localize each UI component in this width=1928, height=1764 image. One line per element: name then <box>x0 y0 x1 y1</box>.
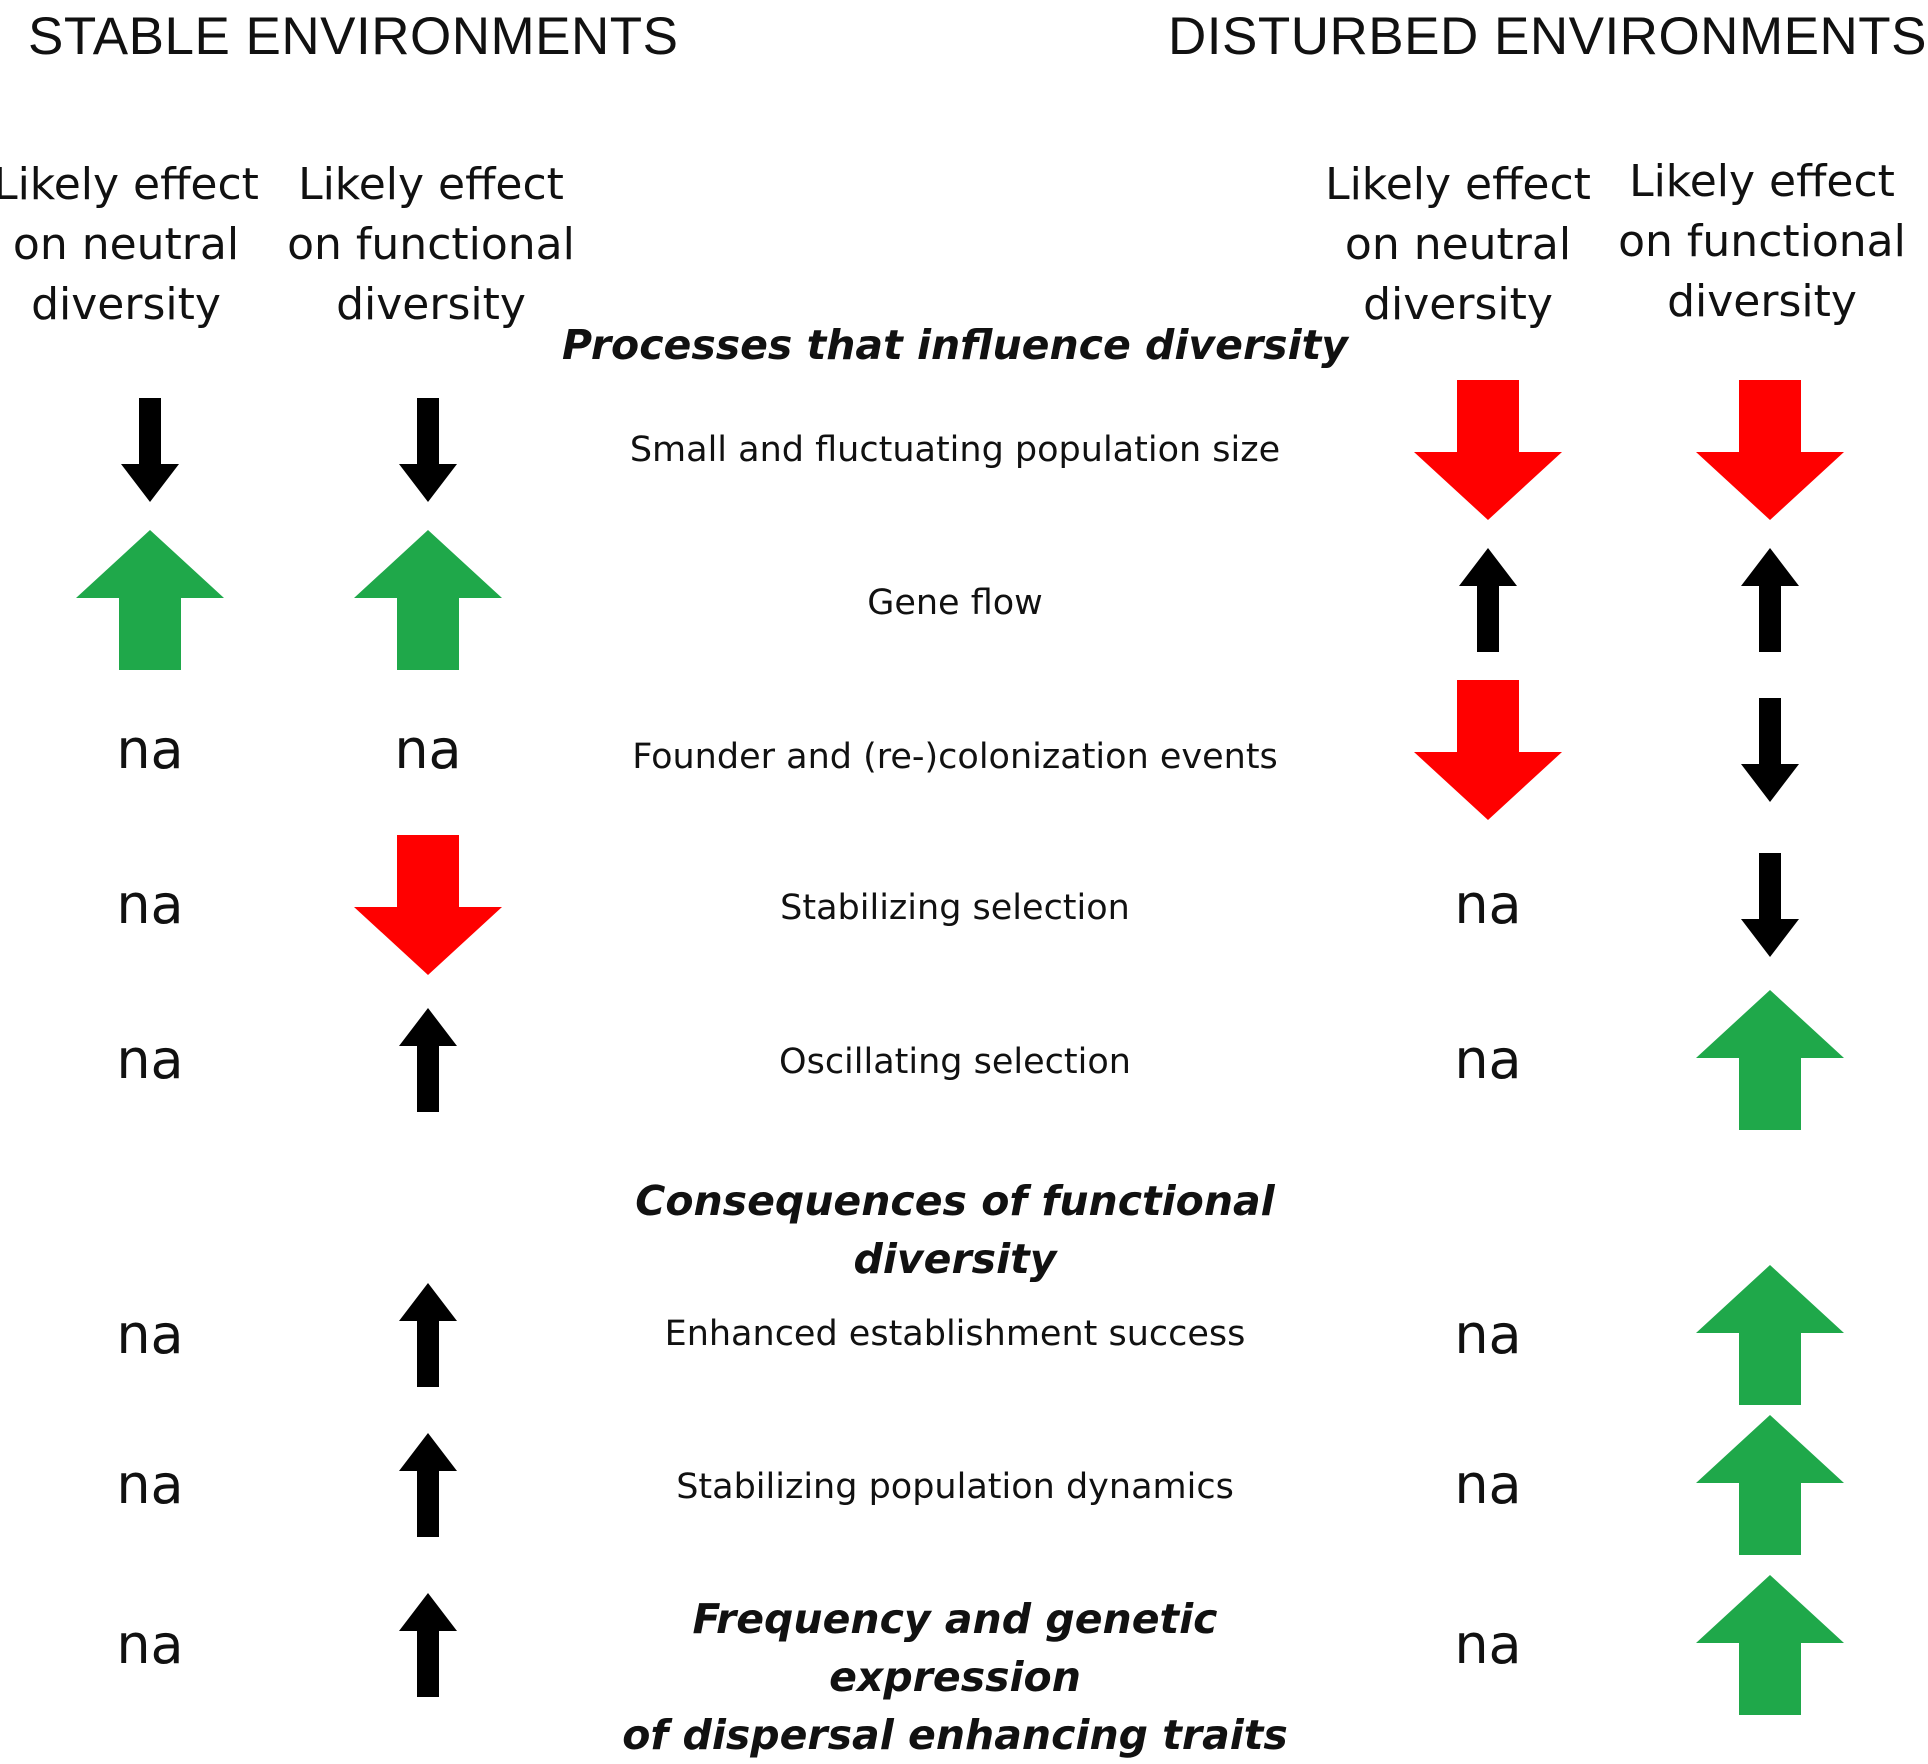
cell-disturbed-neutral-row-0 <box>1358 375 1618 525</box>
up-arrow-green-icon <box>1696 1575 1844 1715</box>
cell-disturbed-functional-row-2 <box>1640 675 1900 825</box>
cell-disturbed-neutral-row-3: na <box>1358 830 1618 980</box>
stable-environments-title: STABLE ENVIRONMENTS <box>28 7 679 66</box>
cell-disturbed-neutral-row-1 <box>1358 525 1618 675</box>
cell-stable-neutral-row-0 <box>20 375 280 525</box>
cell-disturbed-functional-row-0 <box>1640 375 1900 525</box>
consequences-section-title: Consequences of functional diversity <box>635 1177 1275 1283</box>
cell-stable-functional-row-1 <box>298 525 558 675</box>
na-label: na <box>116 1453 184 1516</box>
down-arrow-red-icon <box>1414 680 1562 820</box>
down-arrow-red-icon <box>1414 380 1562 520</box>
cell-disturbed-neutral-row-6: na <box>1358 1410 1618 1560</box>
up-arrow-black-icon <box>399 1593 457 1697</box>
na-label: na <box>394 718 462 781</box>
na-label: na <box>116 1613 184 1676</box>
up-arrow-green-icon <box>354 530 502 670</box>
up-arrow-green-icon <box>1696 990 1844 1130</box>
down-arrow-black-icon <box>1741 698 1799 802</box>
up-arrow-green-icon <box>1696 1265 1844 1405</box>
up-arrow-green-icon <box>76 530 224 670</box>
cell-disturbed-functional-row-7 <box>1640 1570 1900 1720</box>
down-arrow-black-icon <box>1741 853 1799 957</box>
cell-disturbed-neutral-row-5: na <box>1358 1260 1618 1410</box>
row-label-population-dynamics: Stabilizing population dynamics <box>676 1467 1234 1507</box>
na-label: na <box>1454 1613 1522 1676</box>
cell-stable-functional-row-5 <box>298 1260 558 1410</box>
cell-disturbed-functional-row-6 <box>1640 1410 1900 1560</box>
cell-disturbed-neutral-row-2 <box>1358 675 1618 825</box>
na-label: na <box>1454 1303 1522 1366</box>
cell-disturbed-functional-row-3 <box>1640 830 1900 980</box>
cell-stable-functional-row-6 <box>298 1410 558 1560</box>
row-label-establishment-success: Enhanced establishment success <box>664 1314 1246 1354</box>
cell-disturbed-functional-row-1 <box>1640 525 1900 675</box>
disturbed-neutral-header: Likely effect on neutral diversity <box>1325 159 1591 330</box>
cell-stable-neutral-row-6: na <box>20 1410 280 1560</box>
disturbed-environments-title: DISTURBED ENVIRONMENTS <box>1168 7 1927 66</box>
cell-stable-neutral-row-5: na <box>20 1260 280 1410</box>
cell-disturbed-functional-row-4 <box>1640 985 1900 1135</box>
na-label: na <box>1454 873 1522 936</box>
cell-stable-neutral-row-3: na <box>20 830 280 980</box>
cell-stable-neutral-row-1 <box>20 525 280 675</box>
down-arrow-black-icon <box>121 398 179 502</box>
down-arrow-black-icon <box>399 398 457 502</box>
cell-stable-functional-row-0 <box>298 375 558 525</box>
up-arrow-black-icon <box>399 1283 457 1387</box>
stable-neutral-header: Likely effect on neutral diversity <box>0 159 259 330</box>
cell-stable-functional-row-3 <box>298 830 558 980</box>
na-label: na <box>116 1303 184 1366</box>
cell-disturbed-functional-row-5 <box>1640 1260 1900 1410</box>
up-arrow-black-icon <box>1459 548 1517 652</box>
cell-stable-functional-row-4 <box>298 985 558 1135</box>
cell-stable-functional-row-7 <box>298 1570 558 1720</box>
processes-section-title: Processes that influence diversity <box>562 321 1348 369</box>
up-arrow-black-icon <box>399 1433 457 1537</box>
na-label: na <box>116 718 184 781</box>
row-label-gene-flow: Gene flow <box>867 583 1043 623</box>
na-label: na <box>1454 1453 1522 1516</box>
up-arrow-black-icon <box>399 1008 457 1112</box>
row-label-population-size: Small and fluctuating population size <box>629 430 1281 470</box>
cell-stable-neutral-row-7: na <box>20 1570 280 1720</box>
cell-stable-functional-row-2: na <box>298 675 558 825</box>
cell-disturbed-neutral-row-4: na <box>1358 985 1618 1135</box>
disturbed-functional-header: Likely effect on functional diversity <box>1618 156 1906 327</box>
row-label-stabilizing-selection: Stabilizing selection <box>780 888 1130 928</box>
cell-stable-neutral-row-4: na <box>20 985 280 1135</box>
down-arrow-red-icon <box>354 835 502 975</box>
row-label-founder-events: Founder and (re-)colonization events <box>632 737 1278 777</box>
up-arrow-black-icon <box>1741 548 1799 652</box>
cell-stable-neutral-row-2: na <box>20 675 280 825</box>
up-arrow-green-icon <box>1696 1415 1844 1555</box>
na-label: na <box>1454 1028 1522 1091</box>
na-label: na <box>116 1028 184 1091</box>
stable-functional-header: Likely effect on functional diversity <box>287 159 575 330</box>
na-label: na <box>116 873 184 936</box>
cell-disturbed-neutral-row-7: na <box>1358 1570 1618 1720</box>
row-label-oscillating-selection: Oscillating selection <box>779 1042 1131 1082</box>
down-arrow-red-icon <box>1696 380 1844 520</box>
